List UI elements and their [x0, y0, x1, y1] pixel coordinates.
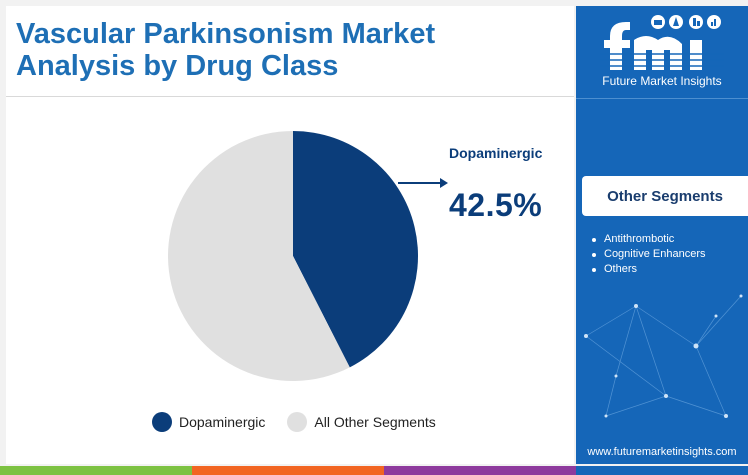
- bar-segment-blue: [576, 466, 748, 475]
- pie-chart: [168, 131, 448, 381]
- sidebar-divider: [576, 98, 748, 99]
- bar-segment-green: [0, 466, 192, 475]
- other-segments-title: Other Segments: [607, 187, 723, 205]
- chart-legend: Dopaminergic All Other Segments: [152, 411, 458, 433]
- pie-slice-dopaminergic: [293, 131, 419, 368]
- title-divider: [6, 96, 574, 97]
- fmi-logo-icon: [600, 15, 724, 70]
- network-pattern-icon: [584, 294, 743, 418]
- title-line-1: Vascular Parkinsonism Market: [16, 18, 436, 50]
- legend-item-other: All Other Segments: [287, 412, 436, 432]
- legend-item-dopaminergic: Dopaminergic: [152, 412, 265, 432]
- bar-segment-orange: [192, 466, 384, 475]
- list-item-label: Others: [604, 263, 638, 275]
- site-url: www.futuremarketinsights.com: [587, 446, 737, 458]
- bullet-icon: [592, 252, 596, 257]
- list-item: Others: [592, 262, 706, 277]
- legend-label-other: All Other Segments: [314, 414, 436, 430]
- list-item: Cognitive Enhancers: [592, 247, 706, 262]
- callout-value: 42.5%: [449, 187, 543, 223]
- legend-label-dopaminergic: Dopaminergic: [179, 414, 266, 430]
- sidebar-panel: Future Market Insights Other Segments An…: [576, 6, 748, 464]
- other-segments-header: Other Segments: [582, 176, 748, 216]
- other-segments-list: Antithrombotic Cognitive Enhancers Other…: [592, 232, 706, 277]
- brand-header: Future Market Insights: [576, 6, 748, 98]
- bullet-icon: [592, 267, 596, 272]
- list-item-label: Cognitive Enhancers: [604, 248, 706, 260]
- callout-label: Dopaminergic: [449, 145, 543, 161]
- bullet-icon: [592, 237, 596, 242]
- title-line-2: Analysis by Drug Class: [16, 50, 339, 82]
- page-title: Vascular Parkinsonism Market Analysis by…: [16, 18, 536, 82]
- list-item-label: Antithrombotic: [604, 233, 675, 245]
- brand-name: Future Market Insights: [602, 74, 722, 88]
- callout-arrow: [398, 178, 448, 188]
- bottom-color-bar: [0, 466, 748, 475]
- bar-segment-purple: [384, 466, 576, 475]
- legend-swatch-other: [287, 412, 308, 432]
- pie-slice-all-other-segments: [168, 131, 350, 381]
- list-item: Antithrombotic: [592, 232, 706, 247]
- legend-swatch-dopaminergic: [152, 412, 172, 432]
